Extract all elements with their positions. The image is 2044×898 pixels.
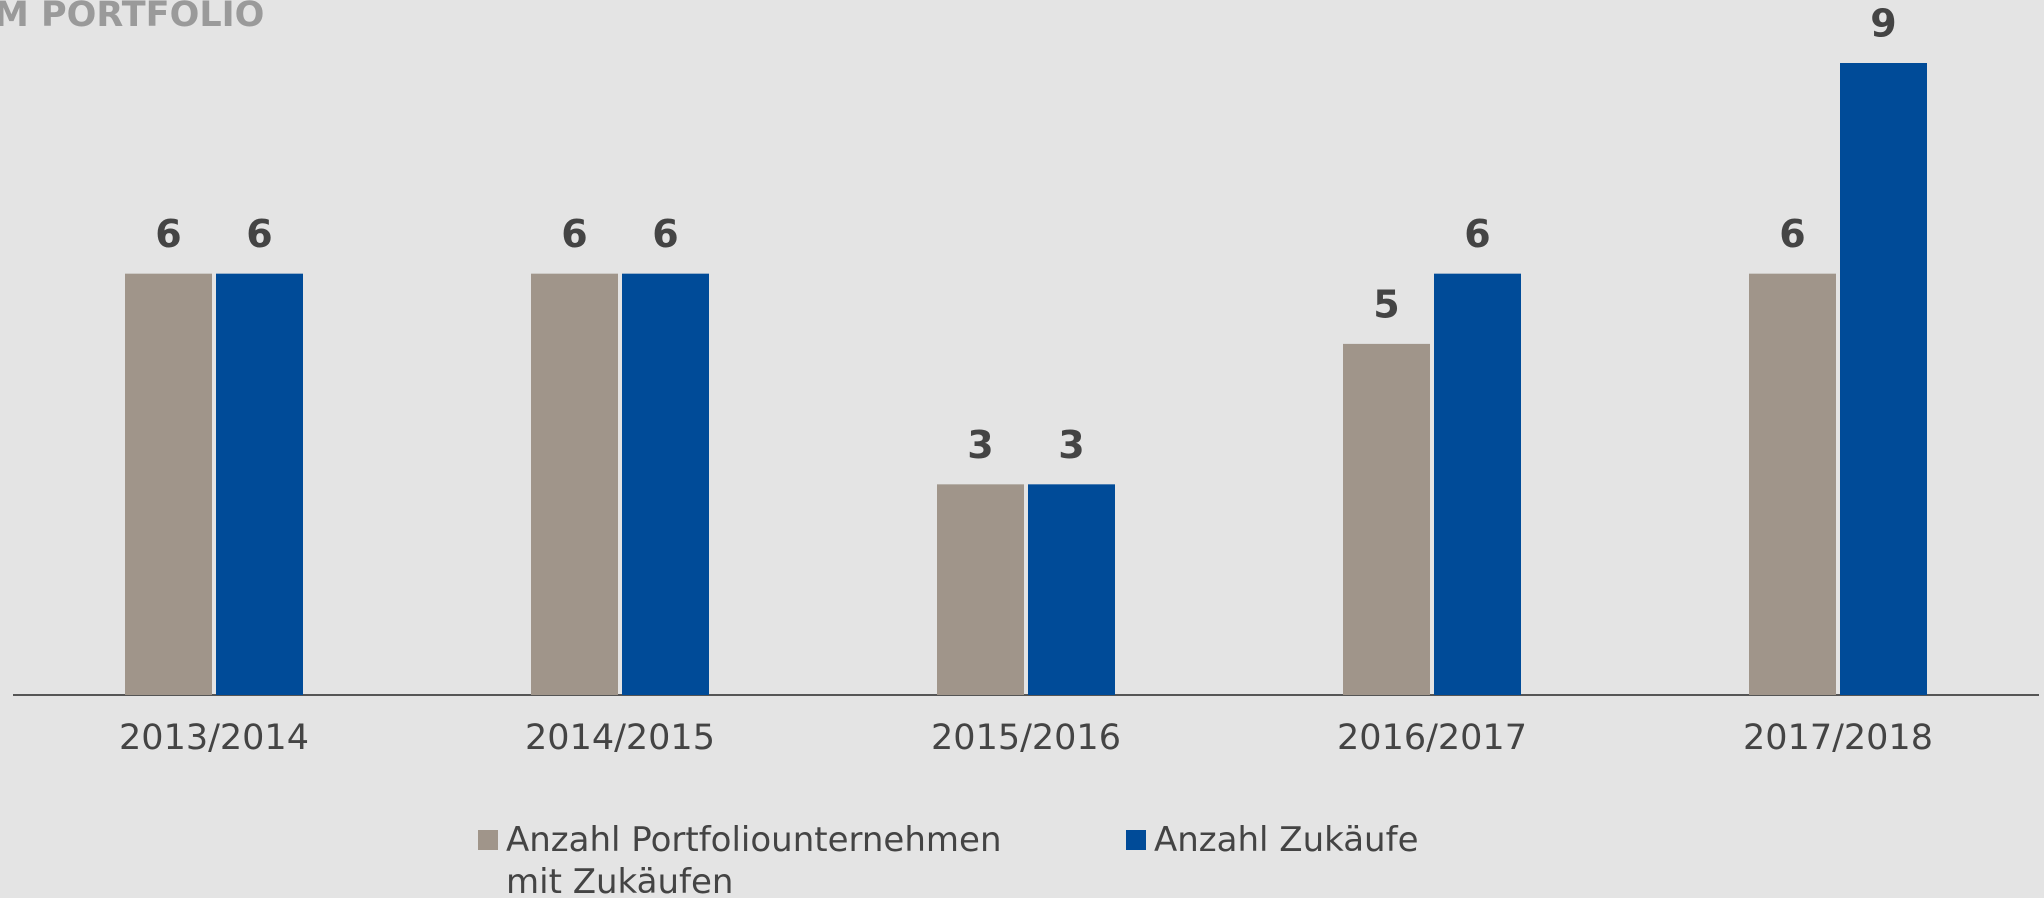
x-tick-label: 2016/2017 (1337, 718, 1527, 758)
value-label: 3 (1058, 423, 1084, 467)
value-label: 6 (1464, 212, 1490, 256)
x-tick-label: 2013/2014 (119, 718, 309, 758)
value-label: 6 (652, 212, 678, 256)
bar (1343, 343, 1430, 695)
x-tick-label: 2015/2016 (931, 718, 1121, 758)
value-label: 3 (967, 423, 993, 467)
bar (1840, 63, 1927, 695)
bar (1434, 273, 1521, 695)
legend-label: Anzahl Zukäufe (1154, 820, 1419, 860)
value-label: 6 (155, 212, 181, 256)
value-label: 9 (1870, 2, 1896, 46)
value-label: 6 (1779, 212, 1805, 256)
legend-label: Anzahl Portfoliounternehmen mit Zukäufen (506, 820, 1002, 898)
value-label: 5 (1373, 282, 1399, 326)
value-label: 6 (561, 212, 587, 256)
bar (1028, 484, 1115, 695)
bar (125, 273, 212, 695)
x-tick-label: 2014/2015 (525, 718, 715, 758)
x-tick-label: 2017/2018 (1743, 718, 1933, 758)
value-label: 6 (246, 212, 272, 256)
bar (937, 484, 1024, 695)
legend-swatch (478, 830, 498, 850)
bar (1749, 273, 1836, 695)
legend-swatch (1126, 830, 1146, 850)
chart-title: M PORTFOLIO (0, 0, 264, 35)
bar (531, 273, 618, 695)
bar (216, 273, 303, 695)
bar (622, 273, 709, 695)
